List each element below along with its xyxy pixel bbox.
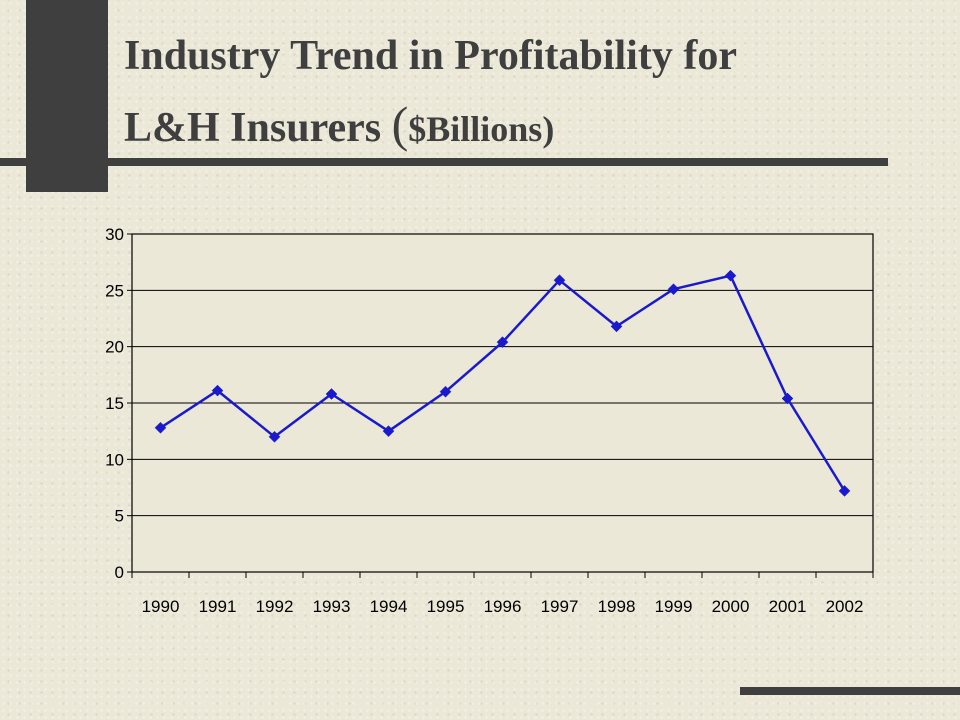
title-line-2-main: L&H Insurers — [124, 105, 392, 151]
y-tick-label: 10 — [105, 450, 124, 469]
data-point-marker — [439, 385, 452, 398]
title-line-2: L&H Insurers ($Billions) — [124, 90, 904, 163]
x-tick-label: 2000 — [712, 597, 750, 616]
y-tick-label: 0 — [115, 563, 124, 582]
y-tick-label: 15 — [105, 394, 124, 413]
data-point-marker — [781, 392, 794, 405]
x-tick-label: 2001 — [769, 597, 807, 616]
y-tick-label: 30 — [105, 225, 124, 244]
x-tick-label: 1993 — [313, 597, 351, 616]
data-point-marker — [667, 283, 680, 296]
data-point-marker — [211, 384, 224, 397]
x-tick-label: 1999 — [655, 597, 693, 616]
data-point-marker — [724, 269, 737, 282]
data-point-marker — [268, 430, 281, 443]
title-paren-close: ) — [542, 109, 555, 149]
x-tick-label: 1992 — [256, 597, 294, 616]
x-tick-label: 1995 — [427, 597, 465, 616]
y-tick-label: 5 — [115, 507, 124, 526]
data-point-marker — [553, 274, 566, 287]
x-tick-label: 1996 — [484, 597, 522, 616]
title-paren-open: ( — [391, 96, 409, 152]
data-point-marker — [154, 421, 167, 434]
title-underline-rule — [0, 158, 888, 166]
data-point-marker — [838, 485, 851, 497]
plot-border — [131, 233, 874, 573]
y-tick-label: 20 — [105, 338, 124, 357]
x-tick-label: 1990 — [142, 597, 180, 616]
data-point-marker — [610, 320, 623, 333]
title-line-1: Industry Trend in Profitability for — [124, 33, 737, 79]
x-tick-label: 1991 — [199, 597, 237, 616]
data-point-marker — [496, 336, 509, 349]
x-tick-label: 1997 — [541, 597, 579, 616]
y-tick-label: 25 — [105, 281, 124, 300]
x-tick-label: 1994 — [370, 597, 408, 616]
data-point-marker — [382, 425, 395, 438]
x-tick-label: 1998 — [598, 597, 636, 616]
slide-title: Industry Trend in Profitability for L&H … — [124, 22, 904, 163]
data-point-marker — [325, 388, 338, 400]
x-tick-label: 2002 — [826, 597, 864, 616]
footer-accent-rule — [740, 687, 960, 695]
title-unit: $Billions — [408, 109, 543, 149]
